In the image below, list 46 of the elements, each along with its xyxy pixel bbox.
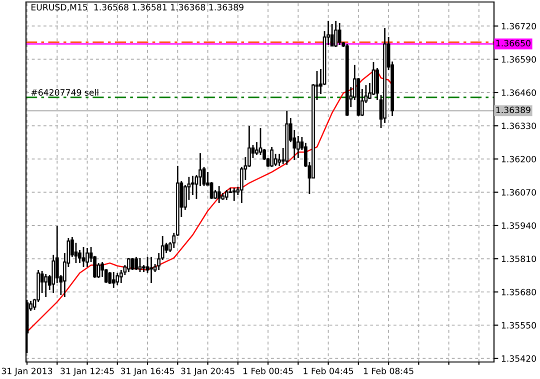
y-tick-label: 1.36590 bbox=[502, 56, 536, 63]
candlestick bbox=[274, 153, 278, 167]
x-tick-label: 31 Jan 12:45 bbox=[60, 368, 114, 376]
candlestick bbox=[224, 189, 228, 201]
candlestick bbox=[138, 257, 142, 273]
y-tick-label: 1.35940 bbox=[502, 222, 536, 229]
candlestick bbox=[217, 185, 221, 204]
y-tick-label: 1.35680 bbox=[502, 288, 536, 296]
y-tick-label: 1.36720 bbox=[502, 22, 536, 30]
y-tick-label: 1.36200 bbox=[502, 156, 536, 162]
candlestick bbox=[330, 23, 334, 47]
candlestick bbox=[119, 269, 123, 284]
candlestick bbox=[108, 271, 112, 285]
y-tick-label: 1.36070 bbox=[502, 189, 536, 196]
ref-line-label: #64207749 sell bbox=[31, 89, 98, 96]
x-tick-label: 1 Feb 00:45 bbox=[243, 368, 293, 374]
candlestick bbox=[232, 187, 236, 202]
y-tick-label: 1.36330 bbox=[502, 122, 536, 130]
y-tick-label: 1.36460 bbox=[502, 89, 536, 96]
x-tick-label: 31 Jan 16:45 bbox=[120, 368, 174, 376]
candlestick bbox=[44, 273, 48, 298]
candlestick bbox=[258, 127, 262, 156]
candlestick bbox=[150, 256, 153, 284]
y-tick-label: 1.35420 bbox=[502, 355, 536, 362]
candlestick bbox=[112, 271, 116, 289]
x-tick-label: 1 Feb 04:45 bbox=[304, 368, 354, 374]
x-tick-label: 1 Feb 08:45 bbox=[364, 368, 414, 374]
y-tick-label: 1.35810 bbox=[502, 256, 536, 262]
candlestick bbox=[270, 146, 274, 168]
x-tick-label: 31 Jan 20:45 bbox=[181, 368, 234, 376]
candlestick bbox=[134, 256, 138, 271]
ref-line-label: 1.36650 bbox=[496, 40, 530, 46]
candlestick bbox=[338, 22, 342, 46]
candlestick bbox=[130, 257, 134, 271]
candlestick bbox=[334, 20, 338, 48]
ref-line-label: 1.36389 bbox=[496, 106, 530, 114]
candlestick bbox=[127, 257, 130, 273]
candlestick bbox=[210, 181, 214, 200]
candlestick bbox=[82, 246, 86, 268]
x-tick-label: 31 Jan 2013 bbox=[2, 368, 52, 376]
y-tick-label: 1.35550 bbox=[502, 322, 536, 329]
candlestick bbox=[86, 247, 89, 268]
chart-title: EURUSD,M15 1.36568 1.36581 1.36368 1.36389 bbox=[32, 4, 244, 12]
line-series bbox=[26, 70, 393, 332]
candlestick bbox=[191, 175, 194, 196]
candlestick bbox=[116, 272, 120, 286]
